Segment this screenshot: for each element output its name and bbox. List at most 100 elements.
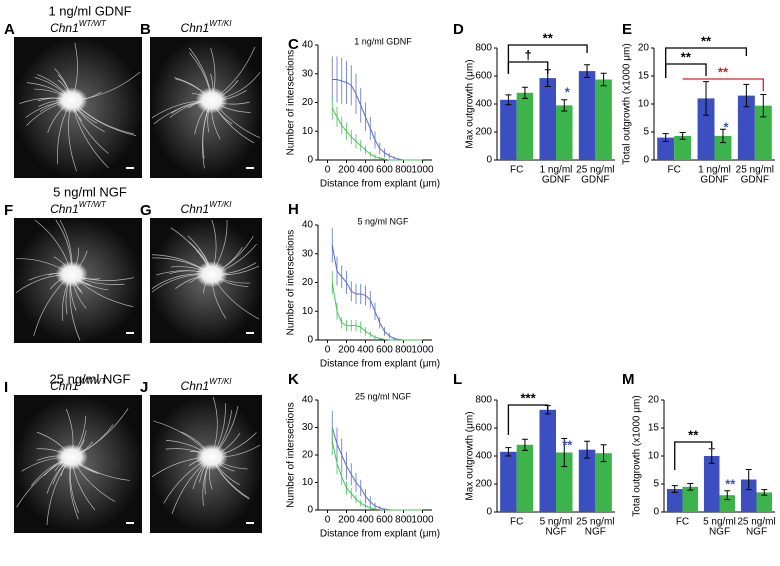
x-tick-label: 600 xyxy=(376,165,393,176)
y-tick-label: 5 xyxy=(643,127,649,138)
panel-letter: D xyxy=(453,21,464,38)
bar xyxy=(657,137,675,160)
bar xyxy=(740,479,757,512)
y-tick-label: 20 xyxy=(638,43,650,54)
significance: ** xyxy=(681,49,692,64)
y-tick-label: 0 xyxy=(307,335,313,346)
x-tick-label: 800 xyxy=(395,515,412,526)
x-tick-label: FC xyxy=(676,517,689,528)
x-tick-label: 25 ng/ml xyxy=(737,517,775,528)
significance: * xyxy=(723,119,729,134)
y-tick-label: 30 xyxy=(302,248,314,259)
bar xyxy=(595,453,612,512)
panel-letter: B xyxy=(140,21,151,38)
error-bar xyxy=(584,64,591,78)
y-tick-label: 400 xyxy=(475,451,492,462)
x-tick-label: NGF xyxy=(709,527,730,538)
significance: † xyxy=(524,47,531,62)
error-bar xyxy=(600,72,607,87)
y-axis-label: Total outgrowth (x1000 μm) xyxy=(632,395,643,516)
y-tick-label: 15 xyxy=(648,423,660,434)
y-tick-label: 10 xyxy=(638,99,650,110)
x-tick-label: FC xyxy=(667,165,680,176)
error-bar xyxy=(743,83,750,108)
significance: ** xyxy=(718,64,729,79)
y-tick-label: 800 xyxy=(475,43,492,54)
series-line xyxy=(331,427,423,511)
panel-letter: I xyxy=(4,379,8,396)
genotype-label: Chn1WT/WT xyxy=(50,200,107,216)
series-line xyxy=(331,108,423,161)
x-tick-label: 5 ng/ml xyxy=(703,517,736,528)
explant xyxy=(195,444,228,471)
y-tick-label: 10 xyxy=(302,126,314,137)
genotype-superscript: WT/WT xyxy=(79,377,107,386)
genotype-label: Chn1WT/WT xyxy=(50,19,107,35)
y-tick-label: 800 xyxy=(475,395,492,406)
x-tick-label: 800 xyxy=(395,345,412,356)
genotype-superscript: WT/KI xyxy=(209,19,232,28)
series-line xyxy=(331,282,423,341)
bar xyxy=(516,444,534,512)
significance: ** xyxy=(725,476,736,491)
bar xyxy=(719,495,736,512)
genotype-superscript: WT/WT xyxy=(79,200,107,209)
x-tick-label: 1000 xyxy=(411,165,434,176)
error-bar xyxy=(561,99,568,112)
y-tick-label: 20 xyxy=(302,97,314,108)
genotype-label: Chn1WT/KI xyxy=(181,19,233,35)
x-tick-label: 200 xyxy=(338,165,355,176)
x-tick-label: 0 xyxy=(325,165,331,176)
panel-letter: F xyxy=(4,202,13,219)
panel-letter: J xyxy=(140,379,148,396)
x-axis-label: Distance from explant (μm) xyxy=(320,179,440,190)
bar xyxy=(578,449,596,512)
y-tick-label: 20 xyxy=(302,277,314,288)
genotype: Chn1 xyxy=(50,202,79,216)
panel-letter: H xyxy=(288,201,299,218)
genotype: Chn1 xyxy=(50,21,79,35)
x-tick-label: 600 xyxy=(376,345,393,356)
error-bar xyxy=(708,448,715,464)
significance: ** xyxy=(688,427,699,442)
bar xyxy=(756,492,773,512)
row-title: 1 ng/ml GDNF xyxy=(48,3,131,18)
significance-bracket xyxy=(682,78,764,91)
explant xyxy=(55,444,88,471)
bar xyxy=(697,98,715,160)
x-tick-label: NGF xyxy=(746,527,767,538)
series-line xyxy=(331,441,423,511)
x-axis-label: Distance from explant (μm) xyxy=(320,529,440,540)
y-tick-label: 200 xyxy=(475,127,492,138)
bar xyxy=(556,105,573,160)
significance-bracket xyxy=(507,44,588,73)
significance: ** xyxy=(701,33,712,48)
x-tick-label: NGF xyxy=(545,527,566,538)
bar xyxy=(539,409,556,512)
x-tick-label: 0 xyxy=(325,515,331,526)
genotype-superscript: WT/KI xyxy=(209,200,232,209)
explant xyxy=(55,261,88,288)
x-tick-label: NGF xyxy=(585,527,606,538)
y-tick-label: 10 xyxy=(302,306,314,317)
error-bar xyxy=(703,81,710,116)
x-tick-label: 25 ng/ml xyxy=(736,165,774,176)
x-tick-label: 1000 xyxy=(411,515,434,526)
bar xyxy=(674,135,692,160)
x-tick-label: GDNF xyxy=(581,175,609,186)
error-bar xyxy=(671,485,678,493)
x-tick-label: 400 xyxy=(357,515,374,526)
bar xyxy=(737,95,755,160)
x-tick-label: GDNF xyxy=(700,175,728,186)
y-tick-label: 15 xyxy=(638,71,650,82)
y-tick-label: 40 xyxy=(302,395,314,406)
bar xyxy=(516,92,534,160)
significance-bracket xyxy=(507,404,549,435)
bar xyxy=(666,489,683,512)
y-tick-label: 0 xyxy=(653,507,659,518)
y-axis-label: Number of intersections xyxy=(286,402,297,508)
x-tick-label: 25 ng/ml xyxy=(576,165,614,176)
error-bar xyxy=(561,438,568,467)
y-tick-label: 20 xyxy=(648,395,660,406)
